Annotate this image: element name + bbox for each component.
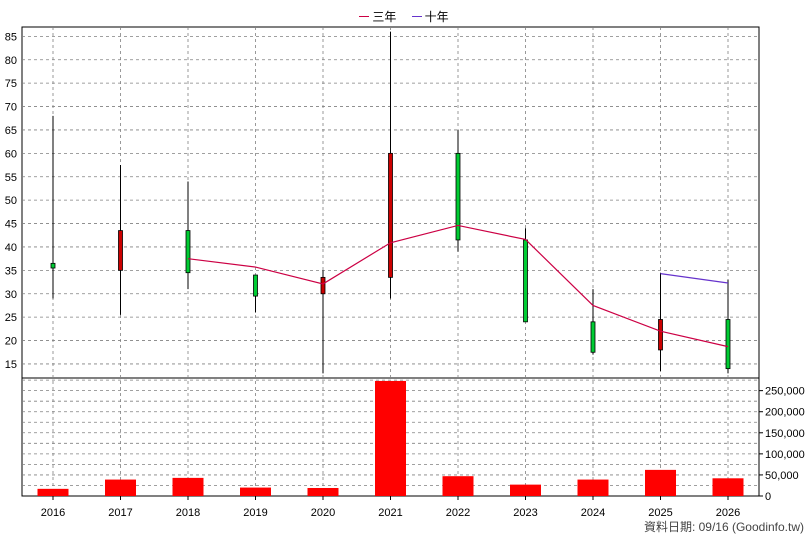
x-tick-label: 2020 <box>311 507 335 519</box>
candle-body-up <box>725 319 731 370</box>
price-tick-label: 20 <box>5 336 17 348</box>
x-tick-label: 2016 <box>41 507 65 519</box>
candle-body-up <box>50 262 56 269</box>
price-tick-label: 65 <box>5 125 17 137</box>
price-tick-label: 35 <box>5 265 17 277</box>
price-tick-label: 60 <box>5 148 17 160</box>
candle-body-up <box>590 321 596 353</box>
data-date-credit: 資料日期: 09/16 (Goodinfo.tw) <box>643 520 804 534</box>
candle-body-up <box>523 239 528 323</box>
volume-bar <box>645 469 676 496</box>
volume-bar <box>307 487 339 496</box>
legend-label-three-year: 三年 <box>372 10 397 24</box>
price-tick-label: 50 <box>5 195 17 207</box>
three-year-line <box>187 224 729 348</box>
volume-bar <box>37 488 69 496</box>
x-tick-label: 2026 <box>716 507 740 519</box>
price-tick-label: 55 <box>5 172 17 184</box>
volume-tick-label: 0 <box>765 491 771 503</box>
legend: 三年 十年 <box>0 6 808 25</box>
candle-body-down <box>658 319 663 351</box>
price-tick-label: 80 <box>5 55 17 67</box>
x-tick-label: 2023 <box>513 507 537 519</box>
volume-tick-label: 50,000 <box>765 470 799 482</box>
price-tick-label: 85 <box>5 31 17 43</box>
volume-tick-label: 200,000 <box>765 407 805 419</box>
legend-item-ten-year: 十年 <box>411 8 449 25</box>
candle-body-up <box>185 230 191 274</box>
price-tick-label: 70 <box>5 102 17 114</box>
volume-bar <box>442 476 474 496</box>
volume-bar <box>240 487 271 496</box>
price-tick-label: 25 <box>5 312 17 324</box>
volume-bar <box>712 478 744 496</box>
x-tick-label: 2019 <box>243 507 267 519</box>
candle-body-up <box>253 274 258 297</box>
x-tick-label: 2024 <box>581 507 605 519</box>
price-tick-label: 40 <box>5 242 17 254</box>
price-tick-label: 75 <box>5 78 17 90</box>
volume-tick-label: 150,000 <box>765 428 805 440</box>
volume-bar <box>510 484 541 496</box>
ten-year-line <box>660 273 729 284</box>
volume-bar <box>172 477 204 496</box>
x-tick-label: 2021 <box>378 507 402 519</box>
price-tick-label: 30 <box>5 289 17 301</box>
candle-body-down <box>118 230 123 271</box>
volume-tick-label: 250,000 <box>765 386 805 398</box>
volume-bar <box>105 479 136 496</box>
x-tick-label: 2018 <box>176 507 200 519</box>
candle-body-up <box>455 152 461 241</box>
x-tick-label: 2022 <box>446 507 470 519</box>
legend-swatch-three-year <box>359 16 370 17</box>
x-tick-label: 2025 <box>648 507 672 519</box>
legend-swatch-ten-year <box>411 16 422 17</box>
candle-body-down <box>320 276 326 295</box>
price-tick-label: 45 <box>5 219 17 231</box>
volume-tick-label: 100,000 <box>765 449 805 461</box>
price-tick-label: 15 <box>5 359 17 371</box>
legend-label-ten-year: 十年 <box>424 10 449 24</box>
legend-item-three-year: 三年 <box>359 8 396 25</box>
volume-bar <box>375 380 406 496</box>
x-tick-label: 2017 <box>108 507 132 519</box>
candle-body-down <box>388 152 393 278</box>
volume-bar <box>577 479 609 496</box>
